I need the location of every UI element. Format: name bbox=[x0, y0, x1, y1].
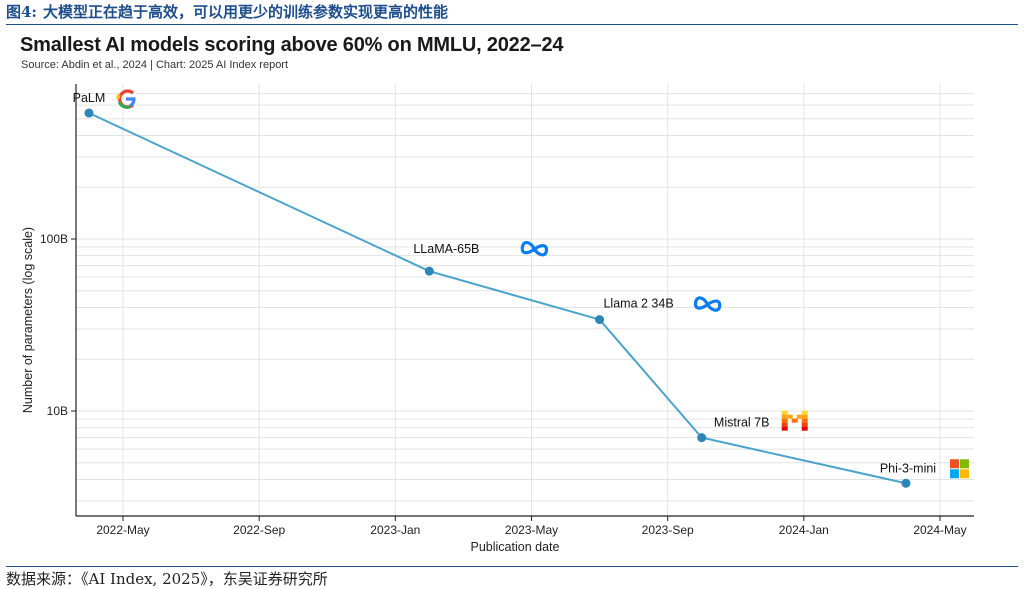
data-point bbox=[84, 108, 94, 118]
y-tick-label: 10B bbox=[47, 404, 68, 418]
chart-subtitle: Source: Abdin et al., 2024 | Chart: 2025… bbox=[21, 59, 289, 71]
x-tick-label: 2023-Jan bbox=[370, 523, 420, 537]
mistral-icon bbox=[781, 410, 808, 431]
data-point bbox=[595, 315, 605, 325]
meta-icon bbox=[520, 240, 549, 257]
figure-number: 图4: bbox=[6, 3, 37, 21]
point-label: LLaMA-65B bbox=[413, 242, 479, 256]
x-tick-label: 2024-Jan bbox=[779, 523, 829, 537]
point-label: Llama 2 34B bbox=[603, 297, 673, 311]
figure-caption-text: 大模型正在趋于高效，可以用更少的训练参数实现更高的性能 bbox=[42, 3, 448, 21]
point-label: Phi-3-mini bbox=[880, 461, 936, 475]
y-tick-label: 100B bbox=[40, 232, 68, 246]
chart-title: Smallest AI models scoring above 60% on … bbox=[20, 34, 564, 56]
x-tick-label: 2023-Sep bbox=[642, 523, 694, 537]
data-point bbox=[697, 433, 707, 443]
chart-panel: Smallest AI models scoring above 60% on … bbox=[6, 26, 1018, 560]
x-tick-label: 2023-May bbox=[505, 523, 558, 537]
microsoft-icon bbox=[949, 459, 969, 479]
google-icon bbox=[116, 89, 136, 109]
x-tick-label: 2022-May bbox=[96, 523, 149, 537]
meta-icon bbox=[693, 296, 722, 312]
point-label: Mistral 7B bbox=[714, 416, 770, 430]
data-point bbox=[901, 478, 911, 488]
y-axis-title: Number of parameters (log scale) bbox=[21, 227, 35, 413]
source-note: 数据来源：《AI Index, 2025》，东吴证券研究所 bbox=[6, 566, 1018, 589]
x-tick-label: 2022-Sep bbox=[233, 523, 285, 537]
figure-caption: 图4: 大模型正在趋于高效，可以用更少的训练参数实现更高的性能 bbox=[6, 0, 1018, 25]
point-label: PaLM bbox=[73, 91, 106, 105]
chart-plot: 2022-May 2022-Sep 2023-Jan 2023-May 2023-Sep… bbox=[21, 84, 974, 554]
x-tick-label: 2024-May bbox=[913, 523, 966, 537]
data-point bbox=[424, 266, 434, 276]
x-axis-title: Publication date bbox=[471, 540, 560, 554]
